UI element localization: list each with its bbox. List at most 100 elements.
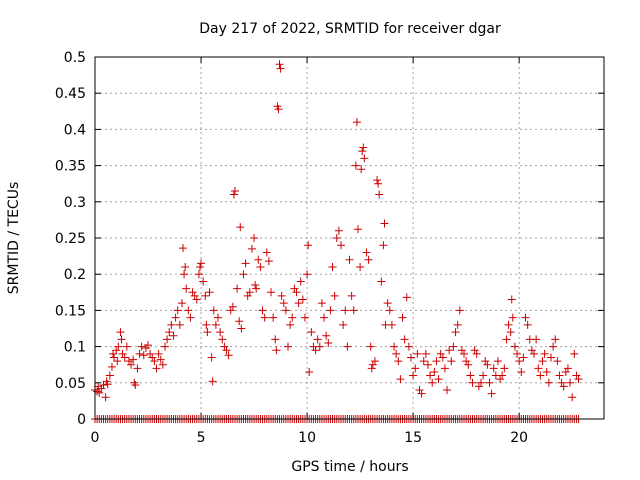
data-point <box>305 367 314 376</box>
data-point <box>118 349 127 358</box>
data-point <box>352 118 361 127</box>
data-point <box>177 299 186 308</box>
y-tick-label: 0.15 <box>55 303 86 319</box>
data-point <box>311 346 320 355</box>
data-point <box>481 357 490 366</box>
data-point <box>411 364 420 373</box>
data-point <box>536 371 545 380</box>
data-point <box>214 313 223 322</box>
data-point <box>343 342 352 351</box>
data-point <box>247 244 256 253</box>
data-point <box>385 306 394 315</box>
data-point <box>279 299 288 308</box>
data-point <box>226 306 235 315</box>
data-point <box>394 357 403 366</box>
data-point <box>237 324 246 333</box>
data-point <box>451 328 460 337</box>
data-point <box>298 295 307 304</box>
data-point <box>515 357 524 366</box>
data-point <box>195 262 204 271</box>
y-tick-label: 0.2 <box>64 267 86 283</box>
data-point <box>236 223 245 232</box>
data-point <box>347 291 356 300</box>
data-point <box>479 371 488 380</box>
data-point <box>203 328 212 337</box>
data-point <box>116 328 125 337</box>
x-axis-label: GPS time / hours <box>291 459 408 475</box>
data-point <box>445 346 454 355</box>
data-point <box>527 346 536 355</box>
data-point <box>366 342 375 351</box>
data-point <box>570 349 579 358</box>
data-point <box>326 306 335 315</box>
data-point <box>241 259 250 268</box>
data-point <box>160 342 169 351</box>
data-point <box>504 320 513 329</box>
data-point <box>413 349 422 358</box>
x-tick-label: 20 <box>510 430 528 446</box>
data-point <box>438 353 447 362</box>
data-point <box>460 349 469 358</box>
data-point <box>294 299 303 308</box>
data-point <box>169 331 178 340</box>
data-point <box>264 257 273 266</box>
data-point <box>523 320 532 329</box>
data-point <box>506 328 515 337</box>
data-point <box>133 364 142 373</box>
data-point <box>443 386 452 395</box>
data-point <box>493 357 502 366</box>
data-point <box>542 367 551 376</box>
data-point <box>179 244 188 253</box>
data-point <box>534 364 543 373</box>
data-point <box>387 320 396 329</box>
data-point <box>498 371 507 380</box>
data-point <box>457 346 466 355</box>
data-point <box>468 378 477 387</box>
data-point <box>423 360 432 369</box>
data-point <box>135 349 144 358</box>
data-point <box>407 353 416 362</box>
y-axis-label: SRMTID / TECUs <box>6 182 22 295</box>
data-point <box>379 241 388 250</box>
data-point <box>107 362 116 371</box>
data-point <box>330 291 339 300</box>
data-point <box>500 364 509 373</box>
data-point <box>267 288 276 297</box>
data-point <box>426 371 435 380</box>
data-point <box>417 389 426 398</box>
data-point <box>251 281 260 290</box>
data-point <box>530 349 539 358</box>
data-point <box>201 291 210 300</box>
data-point <box>339 320 348 329</box>
data-point <box>555 371 564 380</box>
data-point <box>507 295 516 304</box>
data-point <box>404 342 413 351</box>
data-point <box>476 378 485 387</box>
data-point <box>245 288 254 297</box>
data-point <box>122 342 131 351</box>
data-point <box>211 320 220 329</box>
data-point <box>218 335 227 344</box>
data-point <box>313 335 322 344</box>
data-point <box>192 295 201 304</box>
data-point <box>292 288 301 297</box>
data-point <box>337 241 346 250</box>
data-point <box>262 248 271 257</box>
data-point <box>367 364 376 373</box>
data-point <box>208 377 217 386</box>
data-point <box>398 313 407 322</box>
data-point <box>563 364 572 373</box>
data-point <box>99 380 108 389</box>
data-point <box>124 357 133 366</box>
data-point <box>186 313 195 322</box>
y-tick-label: 0 <box>77 412 86 428</box>
data-point <box>258 306 267 315</box>
x-tick-label: 0 <box>91 430 100 446</box>
data-point <box>368 360 377 369</box>
data-point <box>275 60 284 69</box>
data-point <box>455 306 464 315</box>
data-point <box>152 364 161 373</box>
data-point <box>181 262 190 271</box>
data-point <box>277 291 286 300</box>
